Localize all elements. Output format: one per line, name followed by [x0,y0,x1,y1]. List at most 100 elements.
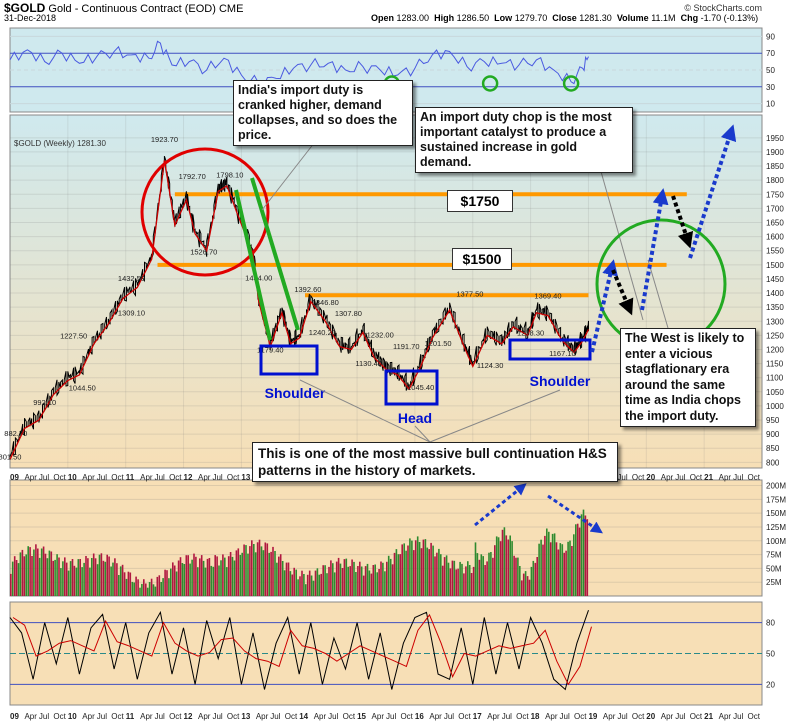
volume-bar [366,563,369,596]
volume-bar [212,566,215,596]
volume-bar [303,574,305,596]
volume-bar [13,556,16,596]
volume-bar [414,540,417,596]
volume-bar [108,556,110,596]
volume-bar [139,587,141,596]
volume-bar [399,554,402,596]
volume-bar [517,557,519,596]
x-axis-label-bottom: Apr [661,712,674,721]
volume-bar [110,566,112,596]
stoch-k-line [9,610,589,691]
volume-bar [451,560,454,596]
volume-bar [98,554,101,596]
x-axis-label-bottom: Jul [675,712,685,721]
x-axis-label-bottom: Jul [155,712,165,721]
volume-bar [418,542,421,596]
volume-bar [478,559,481,596]
volume-bar [557,549,560,596]
price-tick-label: 1450 [766,275,784,284]
volume-bar [351,559,353,596]
trendline-down-2 [250,177,300,331]
volume-bar [179,557,182,596]
volume-bar [172,562,174,596]
volume-bar [332,563,334,596]
volume-bar [571,546,573,596]
volume-bar [420,548,423,596]
volume-bar [65,562,68,596]
exchange: CME [218,3,244,15]
volume-bar [436,552,438,596]
x-axis-label: 10 [68,473,77,482]
volume-bar [191,559,193,596]
volume-bar [322,565,324,596]
x-axis-label-bottom: Oct [343,712,356,721]
price-tick-label: 900 [766,430,780,439]
volume-bar [249,546,251,596]
price-data-label: 1392.60 [294,285,321,294]
left-shoulder-label: Shoulder [265,385,326,401]
volume-bar [81,567,83,596]
x-axis-label: Jul [97,473,107,482]
volume-bar [150,578,153,596]
x-axis-label: 09 [10,473,19,482]
head-box [384,369,439,406]
x-axis-label-bottom: Oct [748,712,761,721]
price-data-label: 1179.40 [257,345,284,354]
x-axis-label-bottom: Jul [444,712,454,721]
rsi-oversold-circle [562,75,580,92]
volume-bar [67,570,70,596]
moving-average-line [9,160,590,460]
volume-bar [511,541,513,596]
volume-bar [308,570,311,596]
volume-bar [567,541,569,596]
volume-bar [349,566,351,596]
volume-bar [582,509,585,596]
price-data-label: 882.70 [4,429,27,438]
volume-bar [116,563,118,596]
volume-bar [360,566,363,596]
price-data-label: 1130.40 [355,359,382,368]
volume-bar [530,566,533,596]
price-data-label: 1044.50 [69,383,96,392]
volume-bar [345,558,348,596]
volume-bar [258,539,261,596]
volume-bar [195,556,197,596]
x-axis-label: 21 [704,473,713,482]
pointer-line [647,259,669,329]
right-shoulder-box [508,338,592,361]
volume-bar [237,548,240,596]
x-axis-label-bottom: Jul [733,712,743,721]
x-axis-label: Oct [690,473,703,482]
volume-bar [143,579,145,596]
x-axis-label-bottom: Oct [400,712,413,721]
volume-bar [480,554,483,596]
volume-bar [578,527,581,596]
volume-bar [177,560,180,596]
volume-bar [40,548,43,596]
annotation-hs-pattern: This is one of the most massive bull con… [252,442,618,482]
volume-bar [31,556,33,596]
volume-bar [521,580,523,596]
volume-bar [387,555,390,596]
volume-bar [536,557,538,596]
x-axis-label-bottom: 12 [184,712,193,721]
price-data-label: 1240.20 [309,328,336,337]
volume-bar [353,561,355,596]
volume-bar [432,545,434,596]
volume-bar [62,561,64,596]
volume-bar [229,552,232,596]
forecast-arrow-up-1 [590,259,618,353]
x-axis-label-bottom: Apr [603,712,616,721]
volume-bar [453,560,456,596]
x-axis-label-bottom: 14 [299,712,308,721]
volume-bar [96,564,99,596]
volume-bar [148,582,151,596]
rsi-tick-label: 70 [766,49,775,58]
volume-bar [146,587,149,596]
forecast-arrow-up-2 [640,188,669,311]
x-axis-label: Jul [155,473,165,482]
volume-bar [457,568,459,596]
volume-bar [507,539,510,596]
volume-bar [154,586,157,596]
